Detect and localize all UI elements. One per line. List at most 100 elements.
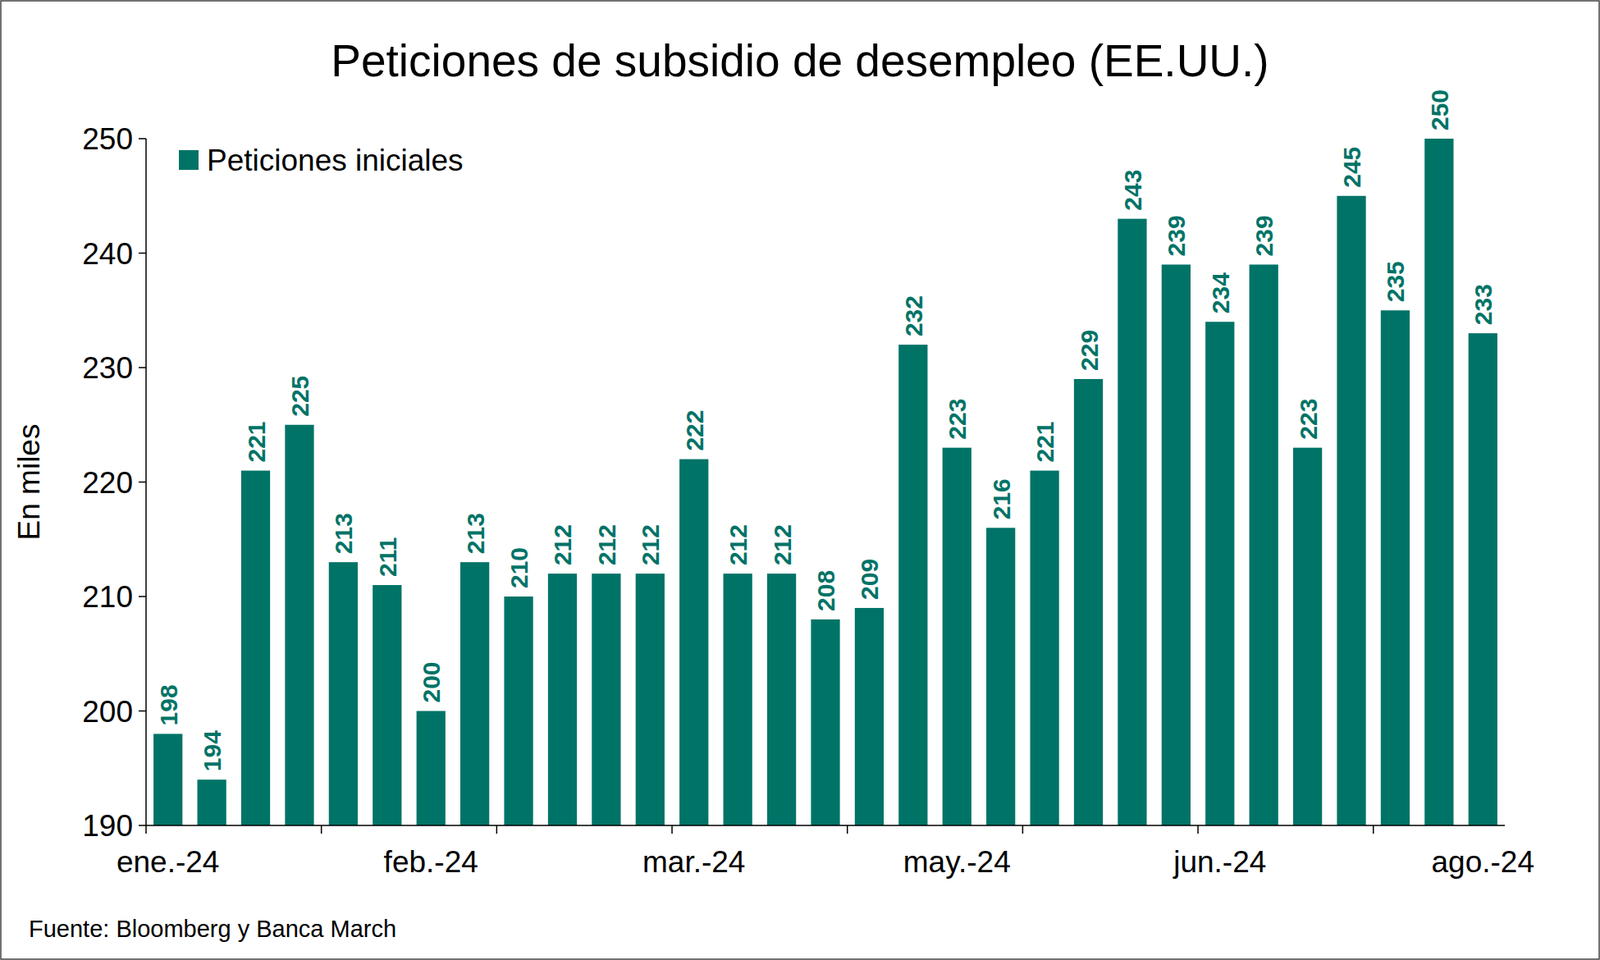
- y-tick-label: 210: [82, 580, 133, 614]
- y-tick: [138, 595, 147, 598]
- data-label: 210: [505, 547, 533, 589]
- y-tick: [138, 481, 147, 484]
- x-tick: [320, 825, 323, 834]
- data-label: 223: [1294, 398, 1322, 440]
- data-label: 212: [636, 524, 664, 566]
- x-tick: [1022, 825, 1024, 834]
- bar: [723, 573, 753, 826]
- data-label: 212: [593, 524, 621, 566]
- data-label: 245: [1338, 146, 1366, 188]
- chart: Peticiones de subsidio de desempleo (EE.…: [0, 0, 1600, 960]
- x-tick-label: ago.-24: [1431, 845, 1536, 879]
- bar: [372, 585, 402, 826]
- x-tick: [1372, 825, 1375, 834]
- data-label: 212: [548, 524, 576, 566]
- bar: [767, 573, 796, 826]
- data-label: 250: [1426, 89, 1454, 131]
- x-tick: [1197, 825, 1199, 834]
- legend-label: Peticiones iniciales: [206, 143, 464, 178]
- y-tick-label: 220: [82, 466, 133, 500]
- bar: [1117, 219, 1147, 826]
- bar: [548, 573, 577, 826]
- legend-swatch: [178, 150, 199, 170]
- data-label: 212: [724, 524, 752, 566]
- data-label: 213: [329, 512, 357, 554]
- bar: [986, 527, 1015, 826]
- bar: [1468, 333, 1498, 826]
- bar: [591, 573, 621, 826]
- y-tick: [138, 252, 147, 255]
- y-tick: [138, 710, 147, 713]
- bar: [1424, 138, 1454, 826]
- bar: [679, 459, 709, 826]
- data-labels: 198 194 221 225 213 211 200 213 210 212 212 212 222 2…: [155, 89, 1498, 772]
- x-tick-label: may.-24: [903, 845, 1011, 879]
- y-tick-label: 240: [82, 237, 133, 271]
- x-axis: [146, 824, 1505, 827]
- bar: [416, 711, 446, 827]
- x-tick-label: ene.-24: [116, 845, 220, 879]
- data-label: 233: [1469, 283, 1497, 325]
- x-tick-label: jun.-24: [1172, 845, 1267, 879]
- data-label: 225: [286, 375, 314, 417]
- x-tick: [496, 825, 499, 834]
- bar: [898, 344, 928, 826]
- y-tick-label: 190: [82, 809, 133, 843]
- bar: [1336, 196, 1366, 826]
- y-tick: [138, 137, 147, 140]
- data-label: 229: [1075, 329, 1103, 371]
- frame: [0, 0, 1600, 960]
- data-label: 212: [768, 524, 796, 566]
- data-label: 216: [987, 478, 1015, 520]
- x-tick-label: mar.-24: [642, 845, 746, 879]
- bar: [284, 425, 314, 826]
- data-label: 239: [1162, 214, 1190, 256]
- bar: [153, 733, 183, 826]
- data-label: 200: [417, 661, 445, 703]
- y-tick-label: 230: [82, 351, 133, 385]
- bar: [854, 608, 884, 826]
- data-label: 232: [900, 295, 928, 337]
- y-tick-label: 250: [82, 122, 133, 156]
- bar: [503, 596, 533, 826]
- x-tick-label: feb.-24: [384, 845, 479, 879]
- bar: [635, 573, 665, 826]
- x-tick: [671, 825, 673, 834]
- y-tick-label: 200: [82, 694, 133, 729]
- data-label: 208: [812, 570, 840, 612]
- bar: [329, 562, 358, 826]
- y-axis-label: En miles: [12, 424, 46, 541]
- bar: [810, 619, 840, 826]
- bar: [1029, 470, 1059, 826]
- data-label: 235: [1381, 260, 1409, 302]
- data-label: 194: [198, 730, 226, 772]
- source: Fuente: Bloomberg y Banca March: [28, 915, 397, 942]
- bar: [1293, 448, 1322, 826]
- x-tick: [846, 825, 849, 834]
- data-label: 198: [155, 684, 183, 726]
- data-label: 222: [681, 410, 709, 452]
- bar: [1380, 310, 1410, 826]
- x-tick: [145, 825, 147, 834]
- bar: [1161, 264, 1191, 826]
- data-label: 221: [1031, 420, 1059, 462]
- bar: [942, 448, 972, 826]
- data-label: 243: [1119, 169, 1147, 211]
- bar: [197, 779, 227, 826]
- y-tick: [138, 366, 147, 369]
- bar: [1074, 379, 1103, 826]
- bar: [241, 470, 270, 826]
- bar: [460, 562, 490, 826]
- bar: [1205, 321, 1235, 826]
- bar: [1249, 264, 1279, 826]
- data-label: 239: [1250, 214, 1278, 256]
- data-label: 213: [461, 512, 490, 554]
- data-label: 221: [242, 420, 270, 462]
- data-label: 209: [855, 558, 883, 600]
- data-label: 223: [943, 398, 971, 440]
- title: Peticiones de subsidio de desempleo (EE.…: [330, 35, 1269, 87]
- data-label: 234: [1206, 272, 1235, 314]
- data-label: 211: [374, 537, 402, 577]
- bars: [153, 138, 1498, 826]
- y-tick: [138, 824, 147, 827]
